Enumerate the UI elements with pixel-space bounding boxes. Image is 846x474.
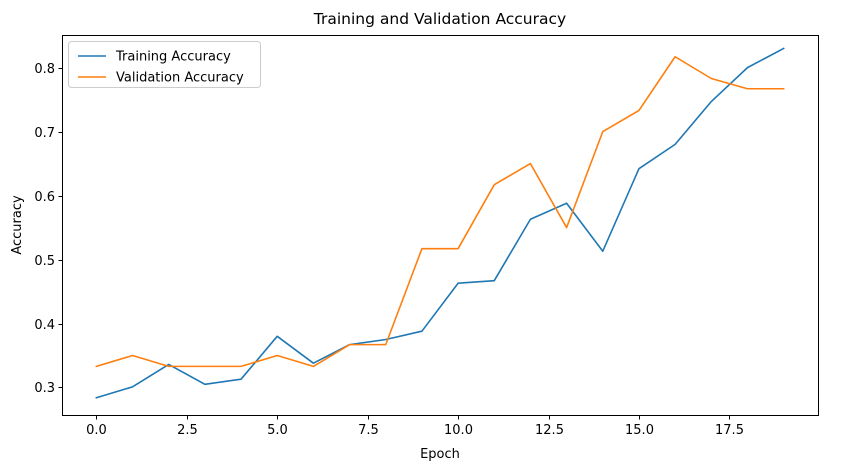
- y-tick-label: 0.7: [34, 126, 55, 141]
- y-tick-label: 0.5: [34, 254, 55, 269]
- x-tick-label: 7.5: [358, 423, 379, 438]
- chart-title: Training and Validation Accuracy: [313, 10, 566, 28]
- x-tick-label: 0.0: [86, 423, 107, 438]
- y-tick-label: 0.8: [34, 62, 55, 77]
- y-axis-label: Accuracy: [10, 195, 25, 255]
- x-tick-label: 2.5: [177, 423, 198, 438]
- x-axis-ticks: 0.0 2.5 5.0 7.5 10.0 12.5 15.0 17.5: [86, 415, 744, 438]
- x-tick-label: 12.5: [535, 423, 564, 438]
- x-tick-label: 17.5: [715, 423, 744, 438]
- y-tick-label: 0.4: [34, 318, 55, 333]
- x-tick-label: 10.0: [444, 423, 473, 438]
- x-axis-label: Epoch: [420, 447, 460, 462]
- series-line-training-accuracy: [95, 47, 785, 399]
- legend-box: [68, 41, 261, 88]
- y-tick-label: 0.3: [34, 381, 55, 396]
- plot-area-frame: [62, 35, 819, 416]
- series-layer: [95, 47, 785, 399]
- series-line-validation-accuracy: [95, 55, 785, 368]
- legend-entry-label: Validation Accuracy: [116, 71, 244, 86]
- x-tick-label: 5.0: [267, 423, 288, 438]
- x-tick-label: 15.0: [625, 423, 654, 438]
- legend: Training Accuracy Validation Accuracy: [68, 41, 261, 88]
- legend-entry-label: Training Accuracy: [115, 50, 231, 65]
- y-axis-ticks: 0.3 0.4 0.5 0.6 0.7 0.8: [34, 62, 63, 396]
- y-tick-label: 0.6: [34, 190, 55, 205]
